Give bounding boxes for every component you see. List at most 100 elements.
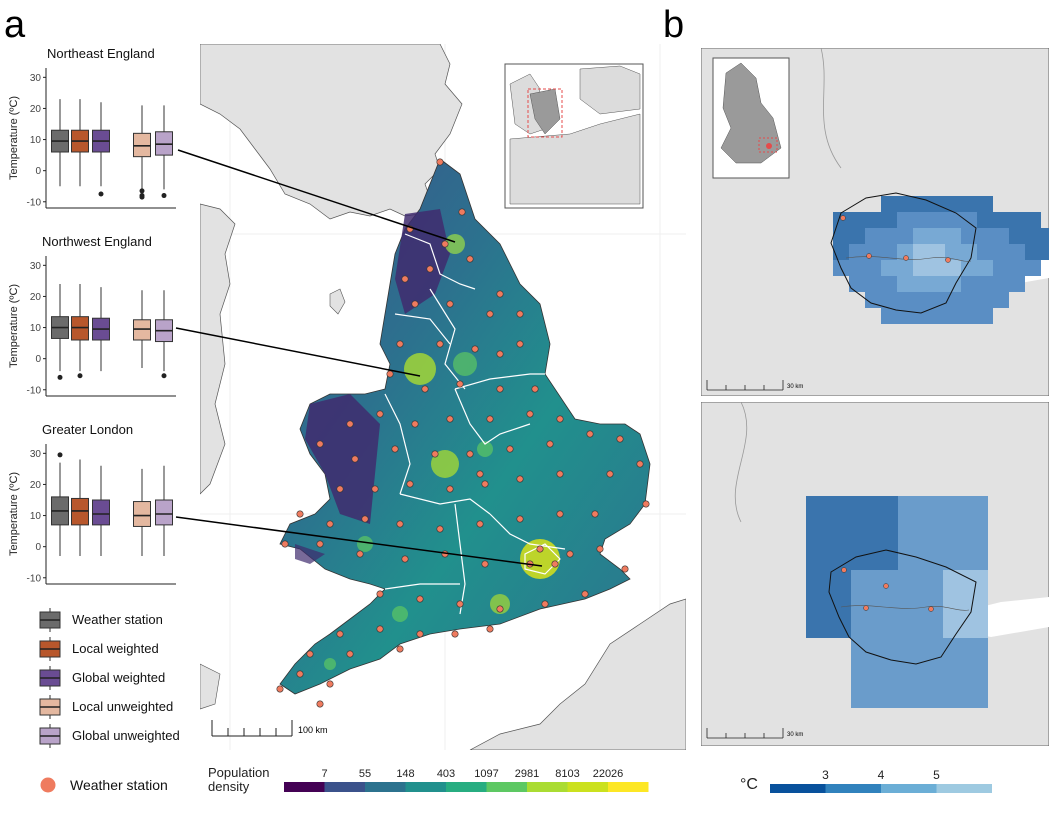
outlier-point [139,188,145,194]
outlier-point [77,373,83,379]
temp-cell [961,276,977,292]
station-point [458,208,466,216]
station-point [416,595,424,603]
temp-cell [1025,260,1041,276]
station-point [401,275,409,283]
legend-item: Global unweighted [36,724,206,748]
temp-cell [865,276,881,292]
station-point [376,410,384,418]
temp-cell [881,308,897,324]
temp-cell [849,276,865,292]
legend-label: Global weighted [72,670,166,685]
temp-cell [945,260,961,276]
temp-cell [961,212,977,228]
station-point [531,385,539,393]
boxplot-0: -10 0 10 20 30 Temperature (ºC) [8,68,176,209]
map-b-top-scale-label: 30 km [787,384,803,390]
temp-cell [913,212,929,228]
temp-cell [913,260,929,276]
temp-cell [833,228,849,244]
station-point [351,455,359,463]
station-point [591,510,599,518]
station-point [411,300,419,308]
temp-cell [945,196,961,212]
boxplot-title-northwest: Northwest England [42,234,152,249]
pop-color-segment [608,782,649,792]
station-point [346,650,354,658]
station-point [281,540,289,548]
y-axis-label: Temperature (ºC) [8,96,20,180]
temp-cell [977,244,993,260]
outlier-point [161,373,167,379]
temp-cell [945,212,961,228]
boxplots-panel: -10 0 10 20 30 Temperature (ºC) -10 0 10 20 30 Temp… [8,68,176,585]
temp-cell [897,276,913,292]
temp-cell [993,276,1009,292]
temp-cell [993,228,1009,244]
station-point [306,650,314,658]
box-4 [155,499,173,526]
temp-cell [945,276,961,292]
station-point [496,290,504,298]
y-tick-label: 30 [30,73,42,84]
pop-tick-label: 7 [321,768,327,780]
outlier-point [161,193,167,199]
station-point [556,470,564,478]
temp-color-segment [881,784,937,793]
temp-cell [1025,228,1041,244]
station-point [436,525,444,533]
temp-cell [929,292,945,308]
station-point [451,630,459,638]
france-land [469,598,686,750]
temp-cell [849,228,865,244]
station-point [536,545,544,553]
station-point [426,265,434,273]
y-tick-label: 0 [35,166,41,177]
y-tick-label: 0 [35,354,41,365]
england-population-map: 100 km [200,44,686,750]
pop-color-segment [486,782,527,792]
y-tick-label: 10 [30,511,42,522]
temp-cell [961,244,977,260]
station-point [516,340,524,348]
station-point [642,500,650,508]
london-map-global: 30 km [701,402,1049,746]
temp-scale-title: °C [740,776,758,793]
temp-cell [881,260,897,276]
pop-color-segment [567,782,608,792]
temp-cell [897,244,913,260]
y-tick-label: -10 [27,197,42,208]
population-title-line2: density [208,779,250,794]
legend-swatch [39,695,61,719]
map-a-scale-label: 100 km [298,725,328,735]
temp-cell [977,260,993,276]
population-title-line1: Population [208,765,270,780]
temp-cell [865,228,881,244]
temp-cell [1009,228,1025,244]
temp-cell [913,292,929,308]
station-point [371,485,379,493]
temp-cell [977,196,993,212]
temp-cell [1041,244,1049,260]
station-point [581,590,589,598]
pop-tick-label: 8103 [555,768,579,780]
temp-tick-label: 4 [878,768,885,782]
legend-label: Global unweighted [72,728,180,743]
map-b-bottom-scale-label: 30 km [787,732,803,738]
station-point [316,440,324,448]
y-axis-label: Temperature (ºC) [8,284,20,368]
temp-cell [977,276,993,292]
station-point [336,630,344,638]
station-point [616,435,624,443]
station-point [903,255,909,261]
pop-color-segment [405,782,446,792]
station-point [336,485,344,493]
station-point [401,555,409,563]
temp-cell [929,244,945,260]
station-point [928,606,934,612]
station-point [556,510,564,518]
station-point [596,545,604,553]
temp-cell [961,260,977,276]
temp-cell [897,228,913,244]
y-tick-label: 30 [30,449,42,460]
